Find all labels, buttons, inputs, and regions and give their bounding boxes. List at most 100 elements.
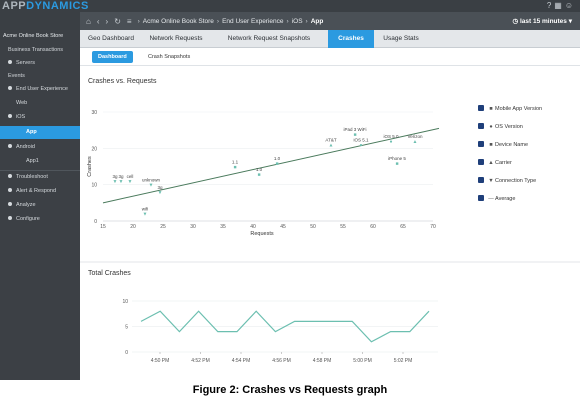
x-tick-label: 30	[190, 224, 196, 230]
x-tick-label: 70	[430, 224, 436, 230]
logo-suffix: DYNAMICS	[26, 0, 89, 12]
scatter-point[interactable]: ▼	[158, 190, 163, 196]
forward-icon[interactable]: ›	[105, 16, 109, 26]
menu-icon[interactable]: ≡	[126, 16, 132, 26]
back-icon[interactable]: ‹	[96, 16, 100, 26]
tab-network-requests[interactable]: Network Requests	[149, 35, 203, 42]
sidebar-item-troubleshoot[interactable]: Troubleshoot	[0, 171, 80, 184]
scatter-point[interactable]: ▼	[143, 212, 148, 218]
scatter-point[interactable]: ▲	[329, 143, 334, 149]
tab-crashes[interactable]: Crashes	[328, 30, 374, 48]
scatter-point[interactable]: ▼	[128, 179, 133, 185]
sidebar-item-app[interactable]: App	[0, 126, 80, 139]
breadcrumb-separator-icon: ›	[216, 17, 220, 25]
checkbox-icon[interactable]	[478, 176, 484, 183]
refresh-icon[interactable]: ↻	[114, 16, 121, 26]
x-tick-label: 35	[220, 224, 226, 230]
total-crashes-series-line[interactable]	[140, 310, 430, 343]
tab-network-request-snapshots[interactable]: Network Request Snapshots	[227, 35, 311, 42]
tab-geo-dashboard[interactable]: Geo Dashboard	[88, 35, 134, 42]
x-tick-label: 45	[280, 224, 286, 230]
breadcrumb-app-name[interactable]: Acme Online Book Store	[142, 17, 214, 25]
breadcrumb-separator-icon: ›	[286, 17, 289, 25]
x-tick-label: 5:02 PM	[394, 358, 413, 364]
breadcrumb-ios[interactable]: iOS	[291, 17, 303, 25]
x-tick-label: 4:58 PM	[313, 358, 332, 364]
legend-item[interactable]: ▲Carrier	[478, 158, 578, 168]
sidebar-item-web[interactable]: Web	[16, 100, 28, 106]
tab-usage-stats[interactable]: Usage Stats	[383, 35, 419, 42]
scatter-point[interactable]: ■	[353, 132, 356, 138]
breadcrumb-end-user-experience[interactable]: End User Experience	[222, 17, 284, 25]
sidebar: Acme Online Book Store Business Transact…	[0, 30, 80, 380]
sidebar-item-events[interactable]: Events	[8, 73, 25, 79]
y-tick-label: 5	[125, 325, 128, 331]
help-icon[interactable]: ?	[546, 1, 555, 10]
expand-dot-icon	[8, 187, 12, 192]
total-crashes-chart: 0 5 10 4:50 PM 4:52 PM 4:54 PM 4:56 PM 4:58 PM 5…	[122, 299, 438, 364]
expand-dot-icon	[8, 85, 12, 90]
checkbox-icon[interactable]	[478, 140, 484, 147]
sidebar-item-servers[interactable]: Servers	[0, 57, 80, 70]
point-label: 1.0	[256, 167, 263, 172]
dashboard-icon[interactable]: ▦	[554, 1, 565, 10]
y-tick-label: 20	[91, 146, 97, 152]
sidebar-item-android[interactable]: Android	[0, 141, 80, 154]
y-tick-label: 10	[91, 183, 97, 189]
sidebar-item-label: Android	[16, 144, 35, 150]
navigation-bar: ⌂ ‹ › ↻ ≡ › Acme Online Book Store › End…	[80, 12, 580, 30]
sidebar-item-business-transactions[interactable]: Business Transactions	[8, 47, 64, 53]
subtab-dashboard[interactable]: Dashboard	[92, 51, 133, 63]
legend-item[interactable]: ■ Device Name	[478, 140, 578, 150]
app-logo[interactable]: APPDYNAMICS	[2, 0, 89, 14]
x-tick-label: 5:00 PM	[353, 358, 372, 364]
legend-item[interactable]: —Average	[478, 194, 578, 204]
sidebar-item-label: Servers	[16, 60, 35, 66]
subtab-crash-snapshots[interactable]: Crash Snapshots	[148, 54, 191, 60]
legend-item[interactable]: ■ Mobile App Version	[478, 104, 578, 114]
logo-prefix: APP	[2, 0, 27, 12]
sidebar-item-label: Configure	[16, 216, 40, 222]
main-tabs: Geo Dashboard Network Requests Network R…	[80, 30, 580, 48]
scatter-point[interactable]: ■	[257, 172, 260, 178]
checkbox-icon[interactable]	[478, 104, 484, 111]
legend-symbol-icon: ■	[489, 142, 493, 148]
clock-icon: ◷	[512, 18, 520, 25]
checkbox-icon[interactable]	[478, 158, 484, 165]
scatter-point[interactable]: ▲	[413, 139, 418, 145]
sidebar-item-ios[interactable]: iOS	[0, 111, 80, 124]
user-icon[interactable]: ☺	[564, 1, 576, 10]
scatter-point[interactable]: ▼	[119, 179, 124, 185]
sidebar-item-analyze[interactable]: Analyze	[0, 199, 80, 212]
x-tick-label: 65	[400, 224, 406, 230]
y-axis-label: Crashes	[87, 156, 93, 177]
sidebar-item-end-user-experience[interactable]: End User Experience	[0, 83, 80, 96]
sidebar-header[interactable]: Acme Online Book Store	[3, 33, 64, 39]
home-icon[interactable]: ⌂	[86, 16, 91, 26]
legend-label: Connection Type	[495, 178, 537, 184]
figure-caption: Figure 2: Crashes vs Requests graph	[192, 384, 388, 396]
expand-dot-icon	[8, 173, 12, 178]
checkbox-icon[interactable]	[478, 194, 484, 201]
scatter-point[interactable]: ●	[389, 139, 392, 145]
scatter-point[interactable]: ■	[275, 161, 278, 167]
scatter-point[interactable]: ■	[233, 165, 236, 171]
legend-item[interactable]: ● OS Version	[478, 122, 578, 132]
legend-item[interactable]: ▼Connection Type	[478, 176, 578, 186]
top-icons: ?▦☺	[547, 1, 576, 10]
time-range-selector[interactable]: ◷ last 15 minutes ▾	[512, 17, 572, 25]
legend-label: Mobile App Version	[495, 106, 543, 112]
point-label: AT&T	[325, 138, 336, 143]
sidebar-item-configure[interactable]: Configure	[0, 213, 80, 226]
sidebar-item-app1[interactable]: App1	[26, 158, 39, 164]
checkbox-icon[interactable]	[478, 122, 484, 129]
legend-label: Device Name	[495, 142, 529, 148]
scatter-point[interactable]: ▼	[149, 183, 154, 189]
x-tick-label: 4:54 PM	[232, 358, 251, 364]
expand-dot-icon	[8, 215, 12, 220]
sidebar-item-alert-respond[interactable]: Alert & Respond	[0, 185, 80, 198]
scatter-point[interactable]: ▼	[113, 179, 118, 185]
scatter-point[interactable]: ■	[395, 161, 398, 167]
scatter-point[interactable]: ●	[359, 143, 362, 149]
